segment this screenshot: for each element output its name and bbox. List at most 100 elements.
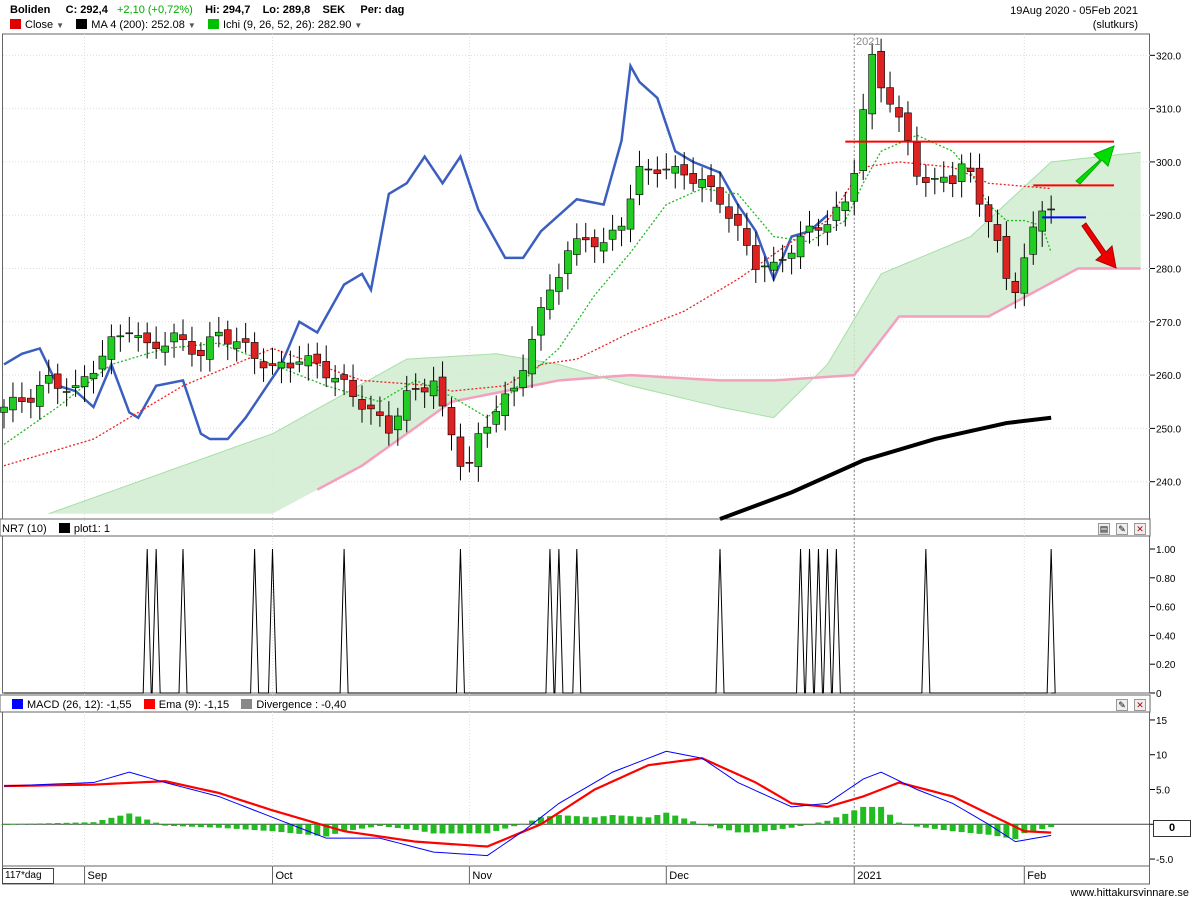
divergence-bar	[224, 824, 231, 829]
candle-body	[35, 384, 44, 407]
candle-body	[1020, 257, 1029, 294]
candle-body	[913, 142, 921, 177]
bars-label[interactable]: 117*dag	[2, 868, 54, 884]
candle-body	[966, 167, 975, 172]
ema-label: Ema (9): -1,15	[158, 699, 230, 711]
nr7-legend: NR7 (10) plot1: 1	[2, 522, 110, 536]
legend-ichi[interactable]: Ichi (9, 26, 52, 26): 282.90 ▼	[208, 19, 362, 31]
divergence-bar	[904, 824, 911, 825]
y-tick-label: 320.0	[1156, 51, 1181, 62]
candle	[590, 229, 599, 263]
candle	[841, 191, 850, 227]
document-icon[interactable]: ▤	[1098, 523, 1110, 535]
candle-body	[420, 387, 429, 393]
divergence-bar	[403, 824, 410, 830]
candle-body	[197, 349, 205, 356]
candle	[134, 322, 143, 352]
candle-body	[501, 393, 510, 416]
candle-body	[143, 332, 151, 344]
watermark: www.hittakursvinnare.se	[1070, 887, 1189, 899]
candle	[376, 396, 384, 427]
divergence-bar	[466, 824, 473, 834]
low-label: Lo: 289,8	[262, 4, 311, 16]
candle	[877, 38, 885, 103]
candle	[179, 319, 187, 351]
senkou-span-a	[48, 151, 1141, 515]
candle-body	[546, 289, 554, 310]
candle-body	[948, 175, 957, 184]
divergence-bar	[251, 824, 258, 831]
period-label: Per: dag	[360, 4, 405, 16]
divergence-bar	[305, 824, 312, 835]
nr7-plot-label: plot1: 1	[73, 523, 110, 535]
close-icon[interactable]: ✕	[1134, 523, 1146, 535]
divergence-bar	[851, 810, 858, 825]
y-tick-label: 310.0	[1156, 105, 1181, 116]
candle-body	[519, 370, 527, 388]
candle	[698, 167, 706, 203]
candle-body	[868, 53, 876, 115]
candle-body	[295, 361, 304, 365]
chevron-down-icon[interactable]: ▼	[56, 21, 65, 30]
change-label: +2,10 (+0,72%)	[117, 4, 193, 16]
candle	[53, 363, 62, 405]
candle-body	[152, 341, 160, 349]
candle-body	[322, 361, 331, 379]
divergence-bar	[9, 824, 16, 825]
divergence-bar	[162, 824, 169, 826]
candle-body	[886, 87, 894, 105]
candle-body	[53, 373, 62, 389]
candle-body	[161, 345, 169, 353]
candle	[832, 191, 841, 231]
candle	[501, 381, 510, 431]
wrench-icon[interactable]: ✎	[1116, 523, 1128, 535]
currency-label: SEK	[322, 4, 346, 16]
divergence-bar	[430, 824, 437, 834]
divergence-bar	[922, 824, 929, 828]
candle	[984, 196, 993, 238]
y-tick-label: 290.0	[1156, 211, 1181, 222]
legend-ma[interactable]: MA 4 (200): 252.08 ▼	[76, 19, 196, 31]
candle-body	[456, 436, 465, 467]
divergence-bar	[949, 824, 956, 832]
candle-body	[358, 399, 366, 410]
legend-swatch-icon	[58, 523, 70, 533]
chevron-down-icon[interactable]: ▼	[187, 21, 196, 30]
divergence-bar	[457, 824, 464, 834]
divergence-bar	[350, 824, 357, 830]
divergence-bar	[958, 824, 965, 833]
candle-body	[447, 407, 456, 436]
divergence-bar	[940, 824, 947, 831]
candle-body	[895, 107, 903, 118]
chevron-down-icon[interactable]: ▼	[354, 21, 363, 30]
candle	[367, 395, 375, 425]
candle-body	[331, 377, 339, 383]
candle-body	[904, 112, 912, 141]
candle-body	[751, 245, 760, 270]
candle-body	[528, 338, 536, 375]
candle	[161, 332, 169, 366]
candle	[393, 407, 402, 446]
candle	[966, 152, 975, 183]
divergence-bar	[690, 821, 697, 825]
candle-body	[510, 387, 518, 392]
divergence-bar	[564, 815, 571, 825]
candle	[868, 43, 876, 130]
candle-body	[859, 109, 868, 171]
candle	[1029, 211, 1038, 265]
candle	[895, 95, 903, 132]
legend-close[interactable]: Close ▼	[10, 19, 64, 31]
close-icon[interactable]: ✕	[1134, 699, 1146, 711]
wrench-icon[interactable]: ✎	[1116, 699, 1128, 711]
candle	[277, 350, 286, 384]
candle-body	[930, 178, 939, 180]
divergence-bar	[99, 820, 106, 825]
legend-swatch-icon	[76, 19, 88, 29]
macd-line	[3, 750, 1052, 857]
candle	[27, 389, 35, 419]
candle	[411, 373, 420, 401]
candle	[608, 214, 617, 251]
candle-body	[572, 238, 581, 255]
candle	[671, 155, 680, 189]
